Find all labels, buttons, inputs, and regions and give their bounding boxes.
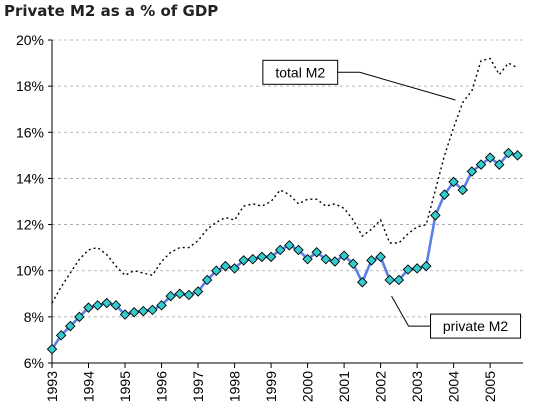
- private-m2-point: [92, 300, 103, 311]
- x-tick-label: 1993: [44, 371, 60, 402]
- x-tick-label: 2005: [482, 371, 498, 402]
- x-tick-label: 1997: [190, 371, 206, 402]
- x-tick-label: 2001: [336, 371, 352, 402]
- y-tick-label: 18%: [16, 78, 44, 94]
- private-m2-point: [65, 320, 76, 332]
- private-m2-point: [119, 309, 131, 320]
- y-tick-label: 12%: [16, 217, 44, 233]
- chart-title: Private M2 as a % of GDP: [4, 2, 219, 20]
- private-m2-point: [183, 289, 195, 301]
- private-m2-point: [311, 247, 322, 258]
- total-m2-label-box: [262, 59, 339, 85]
- private-m2-point: [384, 274, 395, 286]
- private-m2-point: [128, 307, 140, 318]
- private-m2-point: [329, 256, 341, 267]
- private-m2-point: [457, 184, 468, 196]
- private-m2-point: [293, 244, 304, 256]
- private-m2-point: [101, 297, 113, 309]
- private-m2-point: [475, 159, 487, 170]
- private-m2-point: [265, 251, 277, 263]
- y-tick-label: 16%: [16, 124, 44, 140]
- private-m2-point: [147, 304, 158, 316]
- y-tick-label: 8%: [24, 309, 44, 325]
- private-m2-point: [338, 250, 350, 261]
- private-m2-point: [174, 288, 186, 300]
- x-tick-label: 2000: [300, 371, 316, 402]
- private-m2-point: [466, 166, 478, 177]
- x-tick-label: 1994: [81, 371, 97, 402]
- y-tick-label: 10%: [16, 263, 44, 279]
- private-m2-point: [402, 264, 414, 275]
- private-m2-point: [201, 274, 213, 286]
- private-m2-point: [411, 263, 423, 274]
- y-tick-label: 14%: [16, 170, 44, 186]
- x-tick-label: 2003: [409, 371, 425, 402]
- private-m2-point: [138, 305, 149, 317]
- series-lines: [50, 57, 518, 350]
- private-m2-point: [357, 277, 368, 288]
- total-m2-label: total M2: [275, 64, 325, 80]
- private-m2-point: [247, 253, 259, 265]
- private-m2-point: [503, 147, 514, 159]
- private-m2-point: [46, 343, 58, 355]
- private-m2-point: [421, 260, 432, 272]
- private-m2-point: [110, 300, 122, 311]
- private-m2-point: [83, 302, 94, 313]
- private-m2-point: [302, 253, 313, 265]
- y-tick-label: 20%: [16, 32, 44, 48]
- private-m2-leader: [391, 295, 431, 327]
- private-m2-point: [512, 150, 523, 161]
- private-m2-point: [74, 311, 85, 323]
- x-tick-label: 1996: [154, 371, 170, 402]
- private-m2-point: [165, 290, 176, 302]
- private-m2-point: [484, 152, 496, 163]
- private-m2-point: [192, 286, 204, 297]
- y-tick-label: 6%: [24, 355, 44, 371]
- x-tick-labels: 1993 1994 1995 1996 1997 1998 1999 2000 2001 2002…: [44, 371, 498, 402]
- private-m2-point: [274, 244, 286, 256]
- private-m2-point: [256, 251, 268, 263]
- private-m2-point: [448, 176, 459, 188]
- private-m2-point: [238, 255, 249, 266]
- x-tick-label: 1999: [263, 371, 279, 402]
- x-tick-label: 1995: [117, 371, 133, 402]
- private-m2-point: [211, 265, 222, 276]
- x-tick-label: 2004: [446, 371, 462, 402]
- private-m2-point: [55, 330, 67, 341]
- total-m2-leader: [337, 71, 456, 101]
- private-m2-point: [229, 263, 240, 274]
- private-m2-point: [284, 240, 295, 251]
- x-tick-label: 2002: [373, 371, 389, 402]
- private-m2-point: [439, 189, 450, 200]
- private-m2-point: [156, 300, 167, 311]
- series-markers: [46, 147, 523, 355]
- total-m2-line: [51, 57, 518, 304]
- private-m2-point: [430, 210, 441, 221]
- annotations: total M2 private M2: [262, 59, 522, 339]
- private-m2-point: [375, 251, 386, 263]
- axes: [48, 39, 523, 368]
- y-tick-labels: 6% 8% 10% 12% 14% 16% 18% 20%: [16, 32, 44, 371]
- x-tick-label: 1998: [227, 371, 243, 402]
- private-m2-point: [220, 260, 231, 272]
- private-m2-point: [366, 255, 377, 266]
- private-m2-point: [347, 258, 359, 270]
- private-m2-line: [50, 151, 518, 350]
- private-m2-point: [320, 253, 332, 265]
- private-m2-label-box: [430, 313, 522, 339]
- private-m2-point: [494, 159, 505, 170]
- private-m2-point: [393, 274, 405, 286]
- private-m2-label: private M2: [443, 318, 509, 334]
